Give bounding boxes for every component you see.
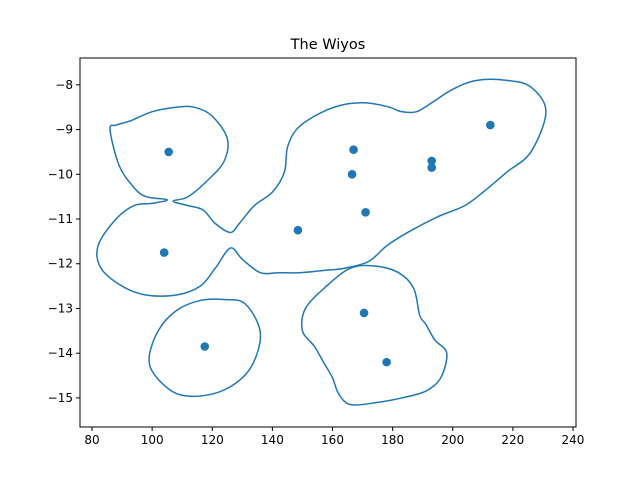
- y-tick-label: −11: [48, 212, 73, 226]
- y-tick-label: −8: [55, 78, 73, 92]
- y-tick-label: −14: [48, 346, 73, 360]
- y-tick-label: −15: [48, 391, 73, 405]
- plot-frame: [79, 57, 577, 428]
- x-tick-label: 240: [562, 433, 585, 447]
- y-tick-label: −9: [55, 123, 73, 137]
- data-point: [427, 163, 437, 172]
- x-tick-label: 180: [381, 433, 404, 447]
- x-tick-label: 80: [84, 433, 99, 447]
- data-point: [347, 169, 357, 179]
- x-tick-label: 120: [201, 433, 224, 447]
- x-tick-label: 160: [321, 433, 344, 447]
- data-point: [159, 248, 169, 257]
- contour-3: [300, 264, 448, 406]
- x-tick-label: 220: [501, 433, 524, 447]
- data-point: [349, 145, 358, 154]
- y-tick-label: −13: [48, 301, 73, 315]
- data-point: [361, 208, 370, 217]
- points-layer: [159, 120, 495, 367]
- data-point: [293, 225, 303, 235]
- ticks-layer: 80 100 120 140 160 180 200 220 240 −15 −14 −13 −12 −1…: [48, 78, 585, 447]
- x-tick-label: 200: [441, 433, 464, 447]
- data-point: [359, 308, 369, 318]
- data-point: [164, 147, 173, 157]
- x-tick-label: 100: [141, 433, 164, 447]
- contour-layer: [96, 78, 547, 406]
- chart-title: The Wiyos: [290, 37, 366, 53]
- y-tick-label: −12: [48, 257, 73, 271]
- data-point: [427, 156, 437, 166]
- data-point: [200, 342, 210, 351]
- data-point: [486, 120, 495, 130]
- data-point: [382, 357, 391, 367]
- contour-1: [96, 78, 547, 297]
- x-tick-label: 140: [261, 433, 284, 447]
- y-tick-label: −10: [48, 167, 73, 181]
- contour-2: [148, 298, 262, 398]
